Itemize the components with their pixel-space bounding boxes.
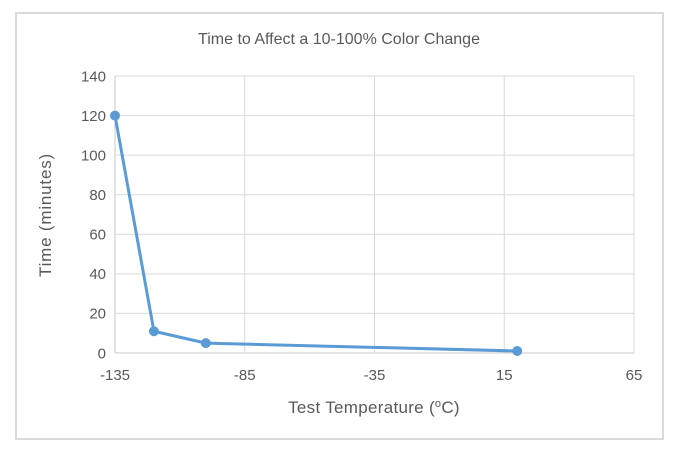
y-tick-label: 140 <box>81 68 106 85</box>
data-point <box>148 326 159 337</box>
y-tick-label: 40 <box>89 266 106 283</box>
x-tick-label: -135 <box>100 367 130 384</box>
x-axis-title: Test Temperature (oC) <box>288 398 460 418</box>
chart-border <box>15 12 664 440</box>
y-tick-label: 0 <box>98 345 106 362</box>
y-tick-label: 60 <box>89 227 106 244</box>
data-point <box>512 346 523 357</box>
x-axis-title-suffix: C) <box>441 398 460 417</box>
chart-title: Time to Affect a 10-100% Color Change <box>198 31 480 48</box>
x-tick-label: -85 <box>234 367 256 384</box>
x-tick-label: 65 <box>626 367 643 384</box>
y-tick-label: 100 <box>81 147 106 164</box>
x-tick-label: -35 <box>364 367 386 384</box>
x-tick-label: 15 <box>496 367 513 384</box>
y-tick-label: 120 <box>81 108 106 125</box>
y-tick-label: 80 <box>89 187 106 204</box>
data-point <box>200 338 211 349</box>
data-point <box>110 110 120 121</box>
x-axis-title-text: Test Temperature ( <box>288 398 435 417</box>
y-tick-label: 20 <box>89 306 106 323</box>
x-axis-title-superscript-o: o <box>434 398 442 410</box>
series-line <box>113 114 519 353</box>
